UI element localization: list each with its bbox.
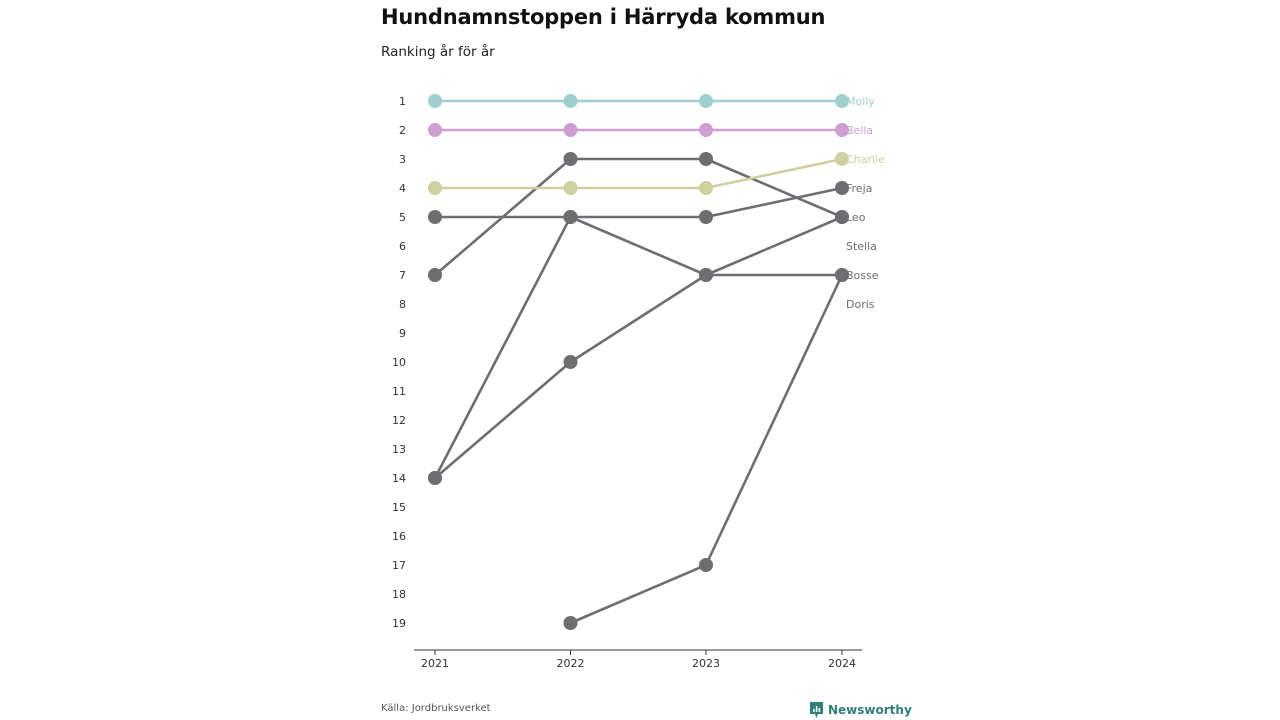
x-tick-label: 2022 [557, 657, 585, 670]
series-point-freja [835, 181, 849, 195]
y-tick-label: 19 [392, 617, 406, 630]
series-point-charlie [428, 181, 442, 195]
y-tick-label: 6 [399, 240, 406, 253]
series-point-bella [563, 123, 578, 137]
y-tick-label: 8 [399, 298, 406, 311]
series-label-leo: Leo [846, 211, 866, 224]
series-point-molly [428, 94, 442, 108]
y-tick-label: 11 [392, 385, 406, 398]
source-note: Källa: Jordbruksverket [381, 703, 491, 714]
series-label-doris: Doris [846, 298, 875, 311]
series-point-charlie [835, 152, 849, 166]
y-tick-label: 10 [392, 356, 406, 369]
series-point-bosse [699, 268, 713, 282]
x-axis: 2021 2022 2023 2024 [414, 649, 862, 670]
series-line-charlie [435, 157, 843, 190]
y-tick-label: 17 [392, 559, 406, 572]
series-point-bella [428, 123, 442, 137]
brand-name: Newsworthy [828, 703, 912, 717]
y-tick-label: 2 [399, 124, 406, 137]
y-tick-label: 9 [399, 327, 406, 340]
series-point-leo [699, 152, 713, 166]
y-tick-label: 14 [392, 472, 406, 485]
series-point-stella [563, 355, 578, 369]
series-label-freja: Freja [846, 182, 872, 195]
series-point-doris [699, 558, 713, 572]
series-point-bosse [428, 471, 442, 485]
series-labels: Molly Bella Charlie Freja Leo Stella Bosse Dori… [846, 95, 885, 311]
series-point-freja [699, 210, 713, 224]
y-tick-label: 5 [399, 211, 406, 224]
series-point-bella [835, 123, 849, 137]
series-line-stella [434, 215, 843, 479]
series-point-charlie [699, 181, 713, 195]
series-point-bella [699, 123, 713, 137]
y-tick-label: 1 [399, 95, 406, 108]
series-point-molly [835, 94, 849, 108]
x-tick-label: 2023 [692, 657, 720, 670]
y-tick-label: 12 [392, 414, 406, 427]
x-tick-label: 2024 [828, 657, 856, 670]
y-tick-label: 15 [392, 501, 406, 514]
series-label-bosse: Bosse [846, 269, 879, 282]
y-tick-label: 4 [399, 182, 406, 195]
y-tick-label: 3 [399, 153, 406, 166]
x-tick-label: 2021 [421, 657, 449, 670]
series-point-freja [428, 210, 442, 224]
series-lines [433, 99, 844, 625]
y-tick-label: 16 [392, 530, 406, 543]
y-tick-label: 7 [399, 269, 406, 282]
series-points [428, 94, 849, 630]
y-tick-label: 18 [392, 588, 406, 601]
series-label-stella: Stella [846, 240, 877, 253]
series-line-leo [434, 157, 843, 276]
series-point-leo [563, 152, 578, 166]
brand-logo[interactable]: Newsworthy [809, 701, 912, 719]
series-label-charlie: Charlie [846, 153, 885, 166]
series-point-bosse [563, 210, 578, 224]
series-point-molly [563, 94, 578, 108]
newsworthy-logo-icon [810, 702, 823, 718]
series-label-bella: Bella [846, 124, 873, 137]
series-label-molly: Molly [846, 95, 875, 108]
series-point-doris [835, 268, 849, 282]
chart-title: Hundnamnstoppen i Härryda kommun [381, 5, 826, 29]
y-tick-label: 13 [392, 443, 406, 456]
series-point-molly [699, 94, 713, 108]
series-point-charlie [563, 181, 578, 195]
chart-subtitle: Ranking år för år [381, 44, 495, 60]
series-point-leo [428, 268, 442, 282]
series-line-bosse [433, 215, 842, 479]
series-point-doris [563, 616, 578, 630]
series-point-stella [835, 210, 849, 224]
